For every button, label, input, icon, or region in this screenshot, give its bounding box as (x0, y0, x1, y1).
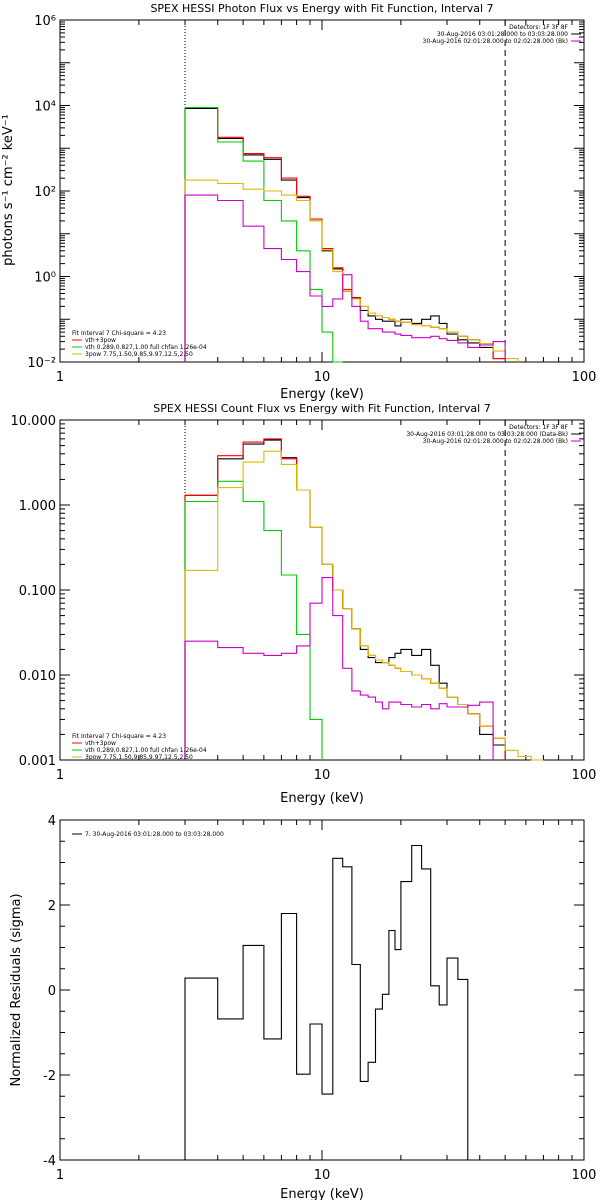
legend-label: 30-Aug-2016 03:01:28.000 to 03:03:28.000… (406, 431, 568, 438)
x-axis-label: Energy (keV) (280, 791, 364, 806)
y-tick-label: 10⁰ (34, 271, 56, 286)
y-tick-label: -2 (43, 1069, 56, 1084)
y-tick-label: 10.000 (11, 414, 57, 429)
fit-legend: Fit Interval 7 Chi-square = 4.23 vth+3po… (72, 330, 207, 358)
y-axis-label: photons s⁻¹ cm⁻² keV⁻¹ (1, 114, 16, 266)
legend-label: vth 0.289,0.827,1.00 full chfan 1.26e-04 (85, 747, 207, 754)
y-tick-label: 0.100 (19, 584, 56, 599)
count-flux-panel: SPEX HESSI Count Flux vs Energy with Fit… (11, 402, 597, 806)
fit-legend: Fit Interval 7 Chi-square = 4.23 vth+3po… (72, 733, 207, 761)
y-tick-label: 4 (48, 814, 56, 829)
series-3pow (184, 179, 519, 362)
legend-label: 3pow 7.75,1.50,9.85,9.97,12.5,2.50 (85, 351, 193, 358)
y-tick-label: 10⁴ (34, 100, 56, 115)
x-tick-label: 100 (572, 1168, 597, 1183)
y-tick-label: 10⁻² (27, 356, 56, 371)
legend-header: Fit Interval 7 Chi-square = 4.23 (72, 330, 166, 337)
series-bk (184, 194, 506, 362)
x-tick-label: 1 (56, 1168, 64, 1183)
detector-legend: Detectors: 1F 3F 8F 30-Aug-2016 03:01:28… (423, 24, 581, 45)
x-tick-label: 10 (314, 370, 331, 385)
y-axis-label: Normalized Residuals (sigma) (9, 893, 24, 1086)
y-tick-label: 10⁶ (34, 14, 56, 29)
legend-label: vth+3pow (85, 740, 116, 747)
series-vth (184, 106, 343, 363)
series-bk (184, 577, 494, 760)
x-tick-label: 1 (56, 370, 64, 385)
series-vth-3pow (184, 106, 506, 362)
residuals-panel: Energy (keV) Normalized Residuals (sigma… (9, 814, 596, 1200)
series-vth (184, 480, 323, 760)
y-tick-label: 0 (48, 984, 56, 999)
x-tick-label: 100 (572, 768, 597, 783)
legend-label: 30-Aug-2016 03:01:28.000 to 03:03:28.000 (437, 31, 568, 38)
photon-flux-panel: SPEX HESSI Photon Flux vs Energy with Fi… (1, 2, 596, 402)
panel-title: SPEX HESSI Photon Flux vs Energy with Fi… (150, 2, 493, 15)
legend-header: Fit Interval 7 Chi-square = 4.23 (72, 733, 166, 740)
y-tick-label: 0.010 (19, 669, 56, 684)
legend-label: 30-Aug-2016 02:01:28.000 to 02:02:28.000… (423, 438, 568, 445)
y-tick-label: 10² (34, 185, 56, 200)
legend-label: 7. 30-Aug-2016 03:01:28.000 to 03:03:28.… (85, 831, 224, 838)
x-tick-label: 1 (56, 768, 64, 783)
residual-legend: 7. 30-Aug-2016 03:01:28.000 to 03:03:28.… (72, 831, 224, 838)
y-tick-label: 1.000 (19, 499, 56, 514)
x-axis-label: Energy (keV) (280, 387, 364, 402)
x-tick-label: 100 (572, 370, 597, 385)
legend-right-header: Detectors: 1F 3F 8F (509, 424, 568, 431)
y-tick-label: 2 (48, 899, 56, 914)
panel-title: SPEX HESSI Count Flux vs Energy with Fit… (153, 402, 490, 415)
legend-label: 3pow 7.75,1.50,9.85,9.97,12.5,2.50 (85, 754, 193, 761)
y-tick-label: -4 (43, 1154, 56, 1169)
x-axis-label: Energy (keV) (280, 1187, 364, 1200)
series-7- (184, 844, 469, 1160)
legend-label: vth+3pow (85, 337, 116, 344)
y-tick-label: 0.001 (19, 754, 56, 769)
legend-label: vth 0.289,0.827,1.00 full chfan 1.26e-04 (85, 344, 207, 351)
x-tick-label: 10 (314, 768, 331, 783)
plot-frame (59, 819, 585, 1161)
legend-label: 30-Aug-2016 02:01:28.000 to 02:02:28.000… (423, 38, 568, 45)
legend-right-header: Detectors: 1F 3F 8F (509, 24, 568, 31)
x-tick-label: 10 (314, 1168, 331, 1183)
detector-legend: Detectors: 1F 3F 8F 30-Aug-2016 03:01:28… (406, 424, 581, 445)
series-data (184, 107, 506, 362)
series-3pow (184, 450, 544, 761)
